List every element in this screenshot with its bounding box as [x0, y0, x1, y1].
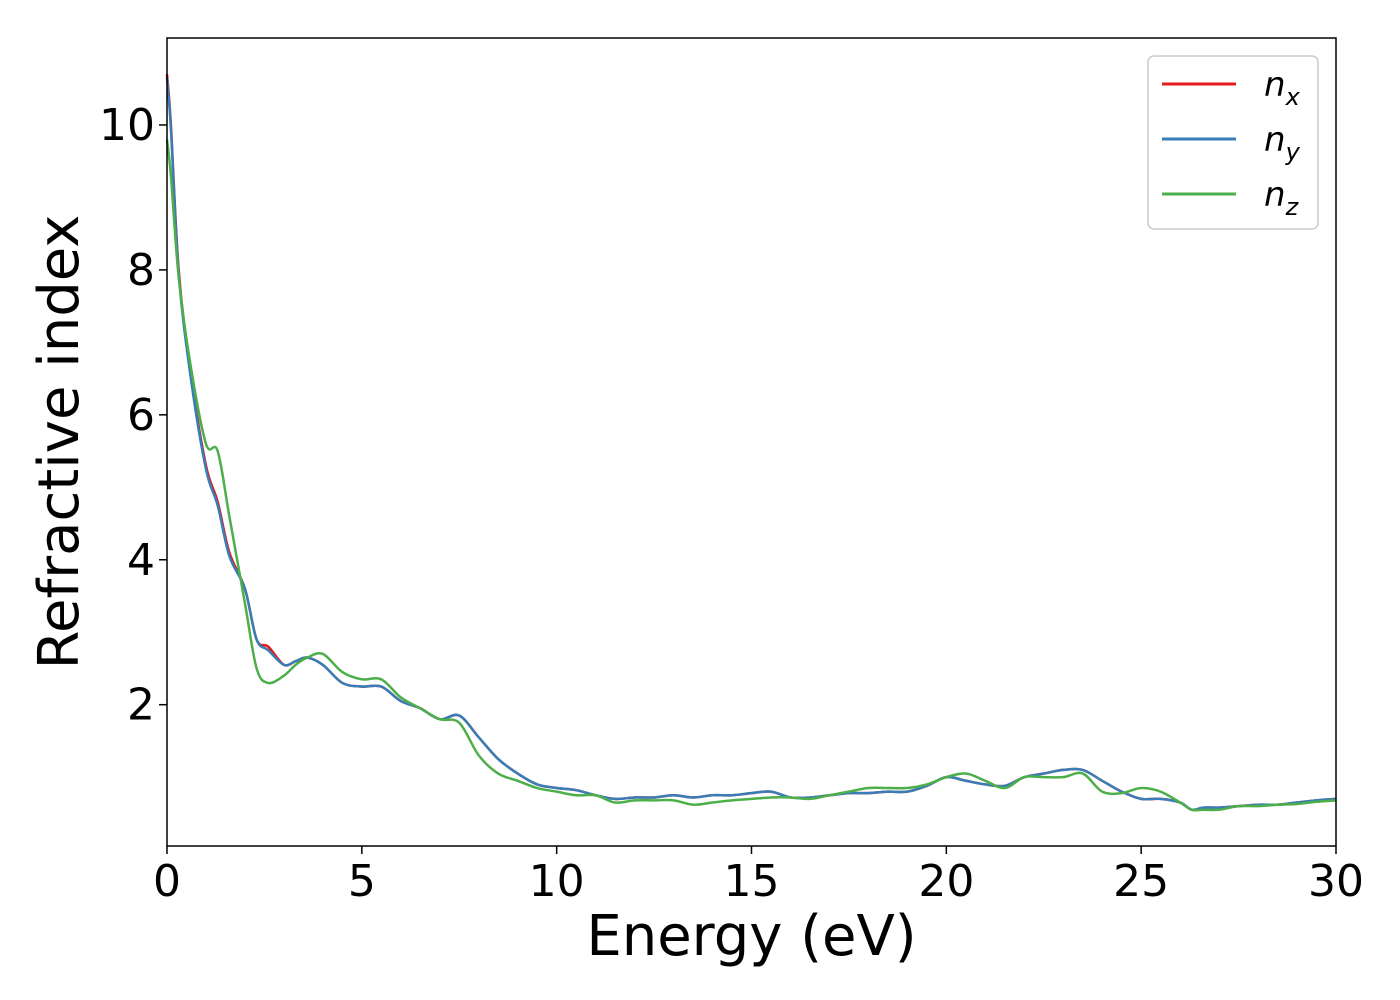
x-tick-label: 0 — [153, 856, 181, 907]
y-axis-ticks: 2 4 6 8 10 — [99, 100, 167, 731]
x-tick-label: 15 — [724, 856, 780, 907]
x-axis-title: Energy (eV) — [586, 904, 916, 969]
y-tick-label: 2 — [127, 680, 155, 731]
legend-box — [1147, 55, 1319, 230]
y-tick-label: 8 — [127, 245, 155, 296]
series-line-n-z — [165, 139, 1337, 812]
legend-label: ny — [1264, 120, 1301, 166]
x-axis-ticks: 0 5 10 15 20 25 30 — [153, 846, 1364, 907]
y-tick-label: 4 — [127, 535, 155, 586]
x-tick-label: 20 — [918, 856, 974, 907]
legend-label: nx — [1264, 65, 1301, 111]
legend: nx ny nz — [1147, 55, 1319, 230]
series-layer — [165, 74, 1337, 812]
y-tick-label: 10 — [99, 100, 155, 151]
x-tick-label: 30 — [1308, 856, 1364, 907]
x-tick-label: 5 — [348, 856, 376, 907]
y-tick-label: 6 — [127, 390, 155, 441]
series-line-n-y — [165, 77, 1337, 812]
y-axis-title: Refractive index — [27, 215, 92, 670]
x-tick-label: 10 — [529, 856, 585, 907]
legend-label: nz — [1264, 175, 1300, 221]
x-tick-label: 25 — [1113, 856, 1169, 907]
